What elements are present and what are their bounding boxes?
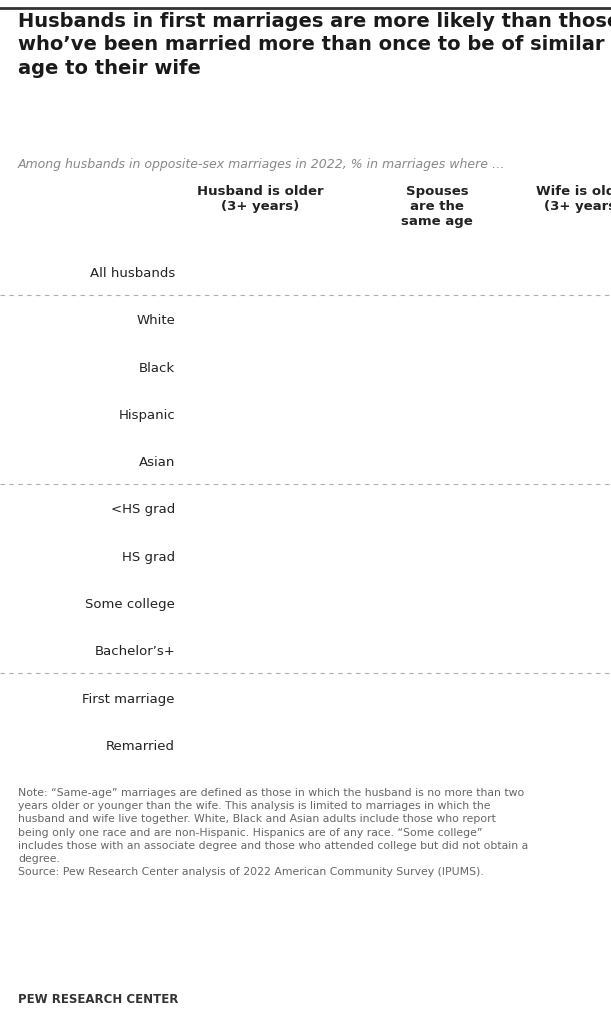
Text: Some college: Some college [85,598,175,611]
Text: Wife is older
(3+ years): Wife is older (3+ years) [536,185,611,213]
Text: 12: 12 [574,409,591,422]
Text: 41: 41 [230,551,249,564]
Text: 55: 55 [427,645,445,658]
Text: 10: 10 [571,598,589,611]
Text: 53: 53 [424,314,442,328]
Text: 6: 6 [569,457,579,469]
Text: 8: 8 [573,645,581,658]
Text: Remarried: Remarried [106,740,175,753]
Text: 40: 40 [229,598,247,611]
Text: 12: 12 [574,551,591,564]
Text: Bachelor’s+: Bachelor’s+ [94,645,175,658]
Text: Note: “Same-age” marriages are defined as those in which the husband is no more : Note: “Same-age” marriages are defined a… [18,788,529,878]
Text: Spouses
are the
same age: Spouses are the same age [401,185,473,228]
Text: 10: 10 [571,267,589,281]
Text: 9: 9 [574,692,583,706]
Text: 9: 9 [574,314,583,328]
Text: PEW RESEARCH CENTER: PEW RESEARCH CENTER [18,993,178,1006]
Text: 48: 48 [418,551,436,564]
Text: All husbands: All husbands [90,267,175,281]
Text: Black: Black [139,361,175,375]
Text: 43: 43 [233,361,251,375]
Text: 50: 50 [420,598,439,611]
Text: <HS grad: <HS grad [111,504,175,516]
Text: 42: 42 [232,409,250,422]
Text: Husbands in first marriages are more likely than those
who’ve been married more : Husbands in first marriages are more lik… [18,12,611,78]
Text: 37: 37 [225,645,243,658]
Text: 12: 12 [574,740,591,753]
Text: 46: 46 [237,504,255,516]
Text: 45: 45 [414,457,433,469]
Text: HS grad: HS grad [122,551,175,564]
Text: 32: 32 [397,740,415,753]
Text: 40: 40 [229,267,247,281]
Text: 45: 45 [414,361,433,375]
Text: 56: 56 [428,692,447,706]
Text: 38: 38 [226,314,244,328]
Text: 12: 12 [574,504,591,516]
Text: 12: 12 [574,361,591,375]
Text: First marriage: First marriage [82,692,175,706]
Text: Asian: Asian [139,457,175,469]
Text: 46: 46 [415,409,434,422]
Text: 51: 51 [422,267,440,281]
Text: Among husbands in opposite-sex marriages in 2022, % in marriages where …: Among husbands in opposite-sex marriages… [18,158,505,171]
Text: Hispanic: Hispanic [119,409,175,422]
Text: 35: 35 [222,692,240,706]
Text: 56: 56 [251,740,269,753]
Text: White: White [136,314,175,328]
Text: 49: 49 [241,457,260,469]
Text: Husband is older
(3+ years): Husband is older (3+ years) [197,185,323,213]
Text: 41: 41 [409,504,427,516]
